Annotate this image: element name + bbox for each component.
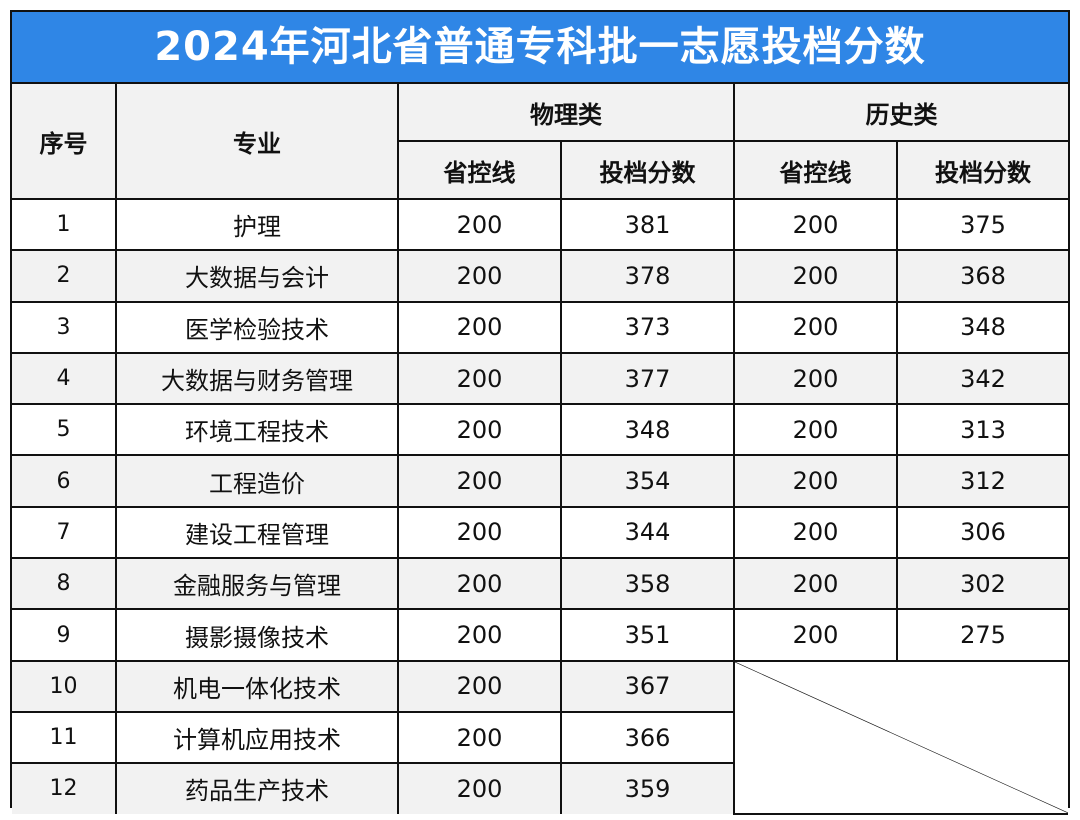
cell-physics-control-line: 200: [397, 300, 562, 354]
header-physics-admission-score: 投档分数: [560, 140, 735, 200]
header-physics: 物理类: [397, 84, 735, 142]
cell-history-control-line: 200: [733, 557, 898, 611]
cell-physics-control-line: 200: [397, 710, 562, 765]
cell-physics-admission-score: 381: [560, 199, 735, 252]
header-history: 历史类: [733, 84, 1068, 142]
cell-major: 护理: [115, 199, 399, 252]
cell-physics-admission-score: 377: [560, 351, 735, 406]
cell-history-admission-score: 342: [896, 351, 1068, 406]
table-row: 12 药品生产技术 200 359: [12, 762, 1068, 814]
cell-physics-control-line: 200: [397, 454, 562, 508]
cell-physics-admission-score: 344: [560, 505, 735, 560]
cell-physics-admission-score: 367: [560, 659, 735, 713]
cell-history-control-line: 200: [733, 403, 898, 457]
cell-index: 9: [12, 608, 117, 662]
cell-history-control-line: 200: [733, 608, 898, 662]
cell-major: 医学检验技术: [115, 300, 399, 354]
cell-history-admission-score: 312: [896, 454, 1068, 508]
cell-physics-control-line: 200: [397, 199, 562, 252]
table-row: 3 医学检验技术 200 373 200 348: [12, 300, 1068, 354]
table-row: 6 工程造价 200 354 200 312: [12, 454, 1068, 508]
table-row: 8 金融服务与管理 200 358 200 302: [12, 557, 1068, 611]
cell-physics-admission-score: 373: [560, 300, 735, 354]
cell-physics-admission-score: 359: [560, 762, 734, 814]
table-title: 2024年河北省普通专科批一志愿投档分数: [12, 12, 1068, 84]
cell-physics-admission-score: 366: [560, 710, 734, 765]
cell-physics-control-line: 200: [397, 557, 562, 611]
table-row: 2 大数据与会计 200 378 200 368: [12, 249, 1068, 303]
cell-index: 1: [12, 199, 117, 252]
header-history-admission-score: 投档分数: [896, 140, 1068, 200]
table-row: 9 摄影摄像技术 200 351 200 275: [12, 608, 1068, 662]
table-row: 11 计算机应用技术 200 366: [12, 710, 1068, 765]
cell-history-control-line: 200: [733, 249, 898, 303]
cell-history-control-line: 200: [733, 199, 898, 252]
table-row: 1 护理 200 381 200 375: [12, 199, 1068, 252]
cell-index: 5: [12, 403, 117, 457]
cell-history-admission-score: 313: [896, 403, 1068, 457]
cell-physics-control-line: 200: [397, 659, 562, 713]
score-table-sheet: 2024年河北省普通专科批一志愿投档分数 序号 专业 物理类 历史类 省控线 投…: [10, 10, 1070, 815]
cell-major: 机电一体化技术: [115, 659, 399, 713]
cell-physics-control-line: 200: [397, 351, 562, 406]
cell-physics-admission-score: 358: [560, 557, 735, 611]
diagonal-line: [735, 662, 1068, 813]
cell-history-control-line: 200: [733, 351, 898, 406]
cell-index: 10: [12, 659, 117, 713]
table-row: 4 大数据与财务管理 200 377 200 342: [12, 351, 1068, 406]
cell-index: 8: [12, 557, 117, 611]
cell-history-admission-score: 348: [896, 300, 1068, 354]
history-empty-diagonal-cell: [733, 659, 1068, 815]
cell-index: 3: [12, 300, 117, 354]
cell-physics-control-line: 200: [397, 403, 562, 457]
header-index: 序号: [12, 84, 117, 200]
cell-physics-admission-score: 378: [560, 249, 735, 303]
cell-major: 药品生产技术: [115, 762, 399, 814]
cell-physics-admission-score: 348: [560, 403, 735, 457]
cell-major: 大数据与财务管理: [115, 351, 399, 406]
score-table: 序号 专业 物理类 历史类 省控线 投档分数 省控线 投档分数 1 护理 200…: [12, 84, 1068, 815]
cell-major: 摄影摄像技术: [115, 608, 399, 662]
cell-history-control-line: 200: [733, 454, 898, 508]
cell-physics-control-line: 200: [397, 608, 562, 662]
cell-index: 6: [12, 454, 117, 508]
cell-major: 大数据与会计: [115, 249, 399, 303]
cell-physics-control-line: 200: [397, 249, 562, 303]
table-row: 5 环境工程技术 200 348 200 313: [12, 403, 1068, 457]
cell-major: 环境工程技术: [115, 403, 399, 457]
cell-major: 工程造价: [115, 454, 399, 508]
table-row: 10 机电一体化技术 200 367: [12, 659, 1068, 815]
cell-history-admission-score: 302: [896, 557, 1068, 611]
cell-major: 建设工程管理: [115, 505, 399, 560]
cell-major: 计算机应用技术: [115, 710, 399, 765]
cell-physics-control-line: 200: [397, 762, 562, 814]
cell-history-control-line: 200: [733, 505, 898, 560]
cell-major: 金融服务与管理: [115, 557, 399, 611]
cell-history-admission-score: 306: [896, 505, 1068, 560]
cell-index: 7: [12, 505, 117, 560]
cell-physics-admission-score: 351: [560, 608, 735, 662]
cell-history-admission-score: 375: [896, 199, 1068, 252]
cell-history-control-line: 200: [733, 300, 898, 354]
header-major: 专业: [115, 84, 399, 200]
cell-index: 11: [12, 710, 117, 765]
cell-history-admission-score: 368: [896, 249, 1068, 303]
cell-index: 12: [12, 762, 117, 814]
header-history-control-line: 省控线: [733, 140, 898, 200]
cell-physics-control-line: 200: [397, 505, 562, 560]
header-physics-control-line: 省控线: [398, 140, 562, 200]
cell-index: 2: [12, 249, 117, 303]
cell-physics-admission-score: 354: [560, 454, 735, 508]
cell-history-admission-score: 275: [896, 608, 1068, 662]
cell-index: 4: [12, 351, 117, 406]
table-row: 7 建设工程管理 200 344 200 306: [12, 505, 1068, 560]
